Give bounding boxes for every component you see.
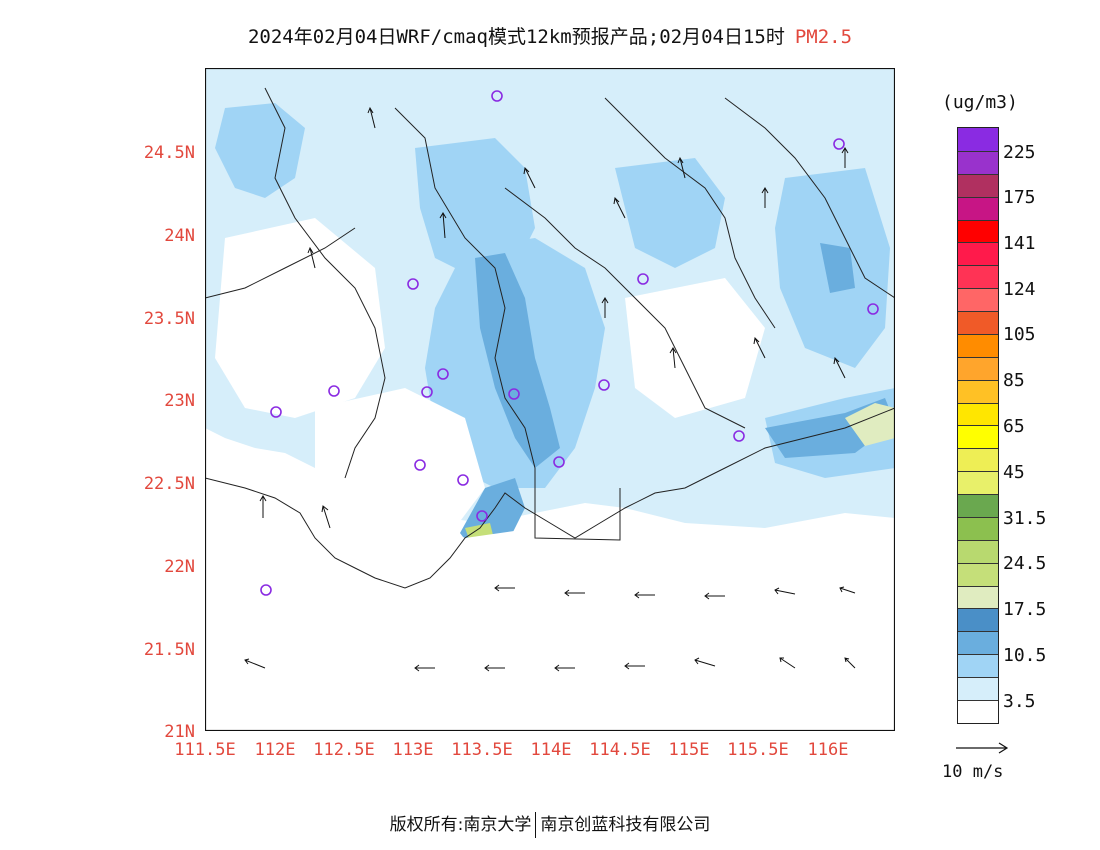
colorbar-swatch xyxy=(958,173,998,197)
wind-reference-arrow-icon xyxy=(956,742,1009,754)
lat-label: 23N xyxy=(164,391,195,411)
colorbar-swatch xyxy=(958,425,998,449)
lon-label: 113.5E xyxy=(451,740,513,760)
colorbar-swatch xyxy=(958,516,998,540)
copyright-right: 南京创蓝科技有限公司 xyxy=(540,815,711,835)
colorbar-swatch xyxy=(958,677,998,700)
colorbar-label: 175 xyxy=(1003,187,1036,208)
colorbar-swatch xyxy=(958,219,998,243)
lon-label: 114E xyxy=(530,740,572,760)
colorbar-label: 141 xyxy=(1003,233,1036,254)
wind-vectors xyxy=(244,106,856,672)
boundaries xyxy=(205,87,895,589)
lat-label: 21N xyxy=(164,722,195,742)
colorbar-label: 225 xyxy=(1003,142,1036,163)
colorbar xyxy=(957,127,999,724)
pollutant-name: PM2.5 xyxy=(794,26,853,48)
colorbar-swatch xyxy=(958,699,998,723)
colorbar-swatch xyxy=(958,494,998,517)
lon-label: 114.5E xyxy=(589,740,651,760)
colorbar-label: 31.5 xyxy=(1003,508,1047,529)
lat-label: 21.5N xyxy=(143,640,195,660)
lon-label: 113E xyxy=(392,740,434,760)
lon-label: 112.5E xyxy=(313,740,375,760)
wind-reference-label: 10 m/s xyxy=(942,762,1004,782)
colorbar-label: 124 xyxy=(1003,279,1036,300)
concentration-field xyxy=(205,68,895,731)
pm25-map xyxy=(205,68,895,731)
lon-label: 112E xyxy=(254,740,296,760)
colorbar-swatch xyxy=(958,333,998,357)
lon-label: 116E xyxy=(807,740,849,760)
lat-label: 24.5N xyxy=(143,143,195,163)
colorbar-swatch xyxy=(958,150,998,174)
lon-label: 115.5E xyxy=(727,740,789,760)
colorbar-swatch xyxy=(958,242,998,266)
colorbar-label: 65 xyxy=(1003,416,1025,437)
colorbar-label: 24.5 xyxy=(1003,553,1047,574)
colorbar-swatch xyxy=(958,356,998,380)
colorbar-label: 85 xyxy=(1003,370,1025,391)
map-border xyxy=(205,68,895,731)
colorbar-swatch xyxy=(958,448,998,472)
colorbar-swatch xyxy=(958,539,998,563)
colorbar-label: 10.5 xyxy=(1003,645,1047,666)
lon-label: 115E xyxy=(668,740,710,760)
divider xyxy=(535,812,537,838)
lon-label: 111.5E xyxy=(174,740,236,760)
lat-label: 22.5N xyxy=(143,474,195,494)
colorbar-swatch xyxy=(958,128,998,151)
station-markers xyxy=(260,90,879,596)
copyright-left: 版权所有:南京大学 xyxy=(389,815,532,835)
colorbar-label: 105 xyxy=(1003,324,1036,345)
colorbar-swatch xyxy=(958,402,998,426)
colorbar-unit: (ug/m3) xyxy=(942,92,1018,113)
colorbar-swatch xyxy=(958,585,998,609)
colorbar-swatch xyxy=(958,608,998,632)
title-text: 2024年02月04日WRF/cmaq模式12km预报产品;02月04日15时 xyxy=(247,26,785,48)
colorbar-label: 17.5 xyxy=(1003,599,1047,620)
colorbar-swatch xyxy=(958,379,998,403)
lat-label: 24N xyxy=(164,226,195,246)
copyright: 版权所有:南京大学 南京创蓝科技有限公司 xyxy=(0,810,1100,838)
colorbar-swatch xyxy=(958,654,998,677)
colorbar-swatch xyxy=(958,288,998,311)
colorbar-swatch xyxy=(958,311,998,334)
colorbar-swatch xyxy=(958,631,998,655)
figure-title: 2024年02月04日WRF/cmaq模式12km预报产品;02月04日15时 P… xyxy=(0,22,1100,49)
colorbar-swatch xyxy=(958,471,998,494)
colorbar-label: 45 xyxy=(1003,462,1025,483)
lat-label: 23.5N xyxy=(143,309,195,329)
lat-label: 22N xyxy=(164,557,195,577)
colorbar-swatch xyxy=(958,265,998,289)
colorbar-swatch xyxy=(958,196,998,220)
colorbar-label: 3.5 xyxy=(1003,691,1036,712)
colorbar-swatch xyxy=(958,562,998,586)
